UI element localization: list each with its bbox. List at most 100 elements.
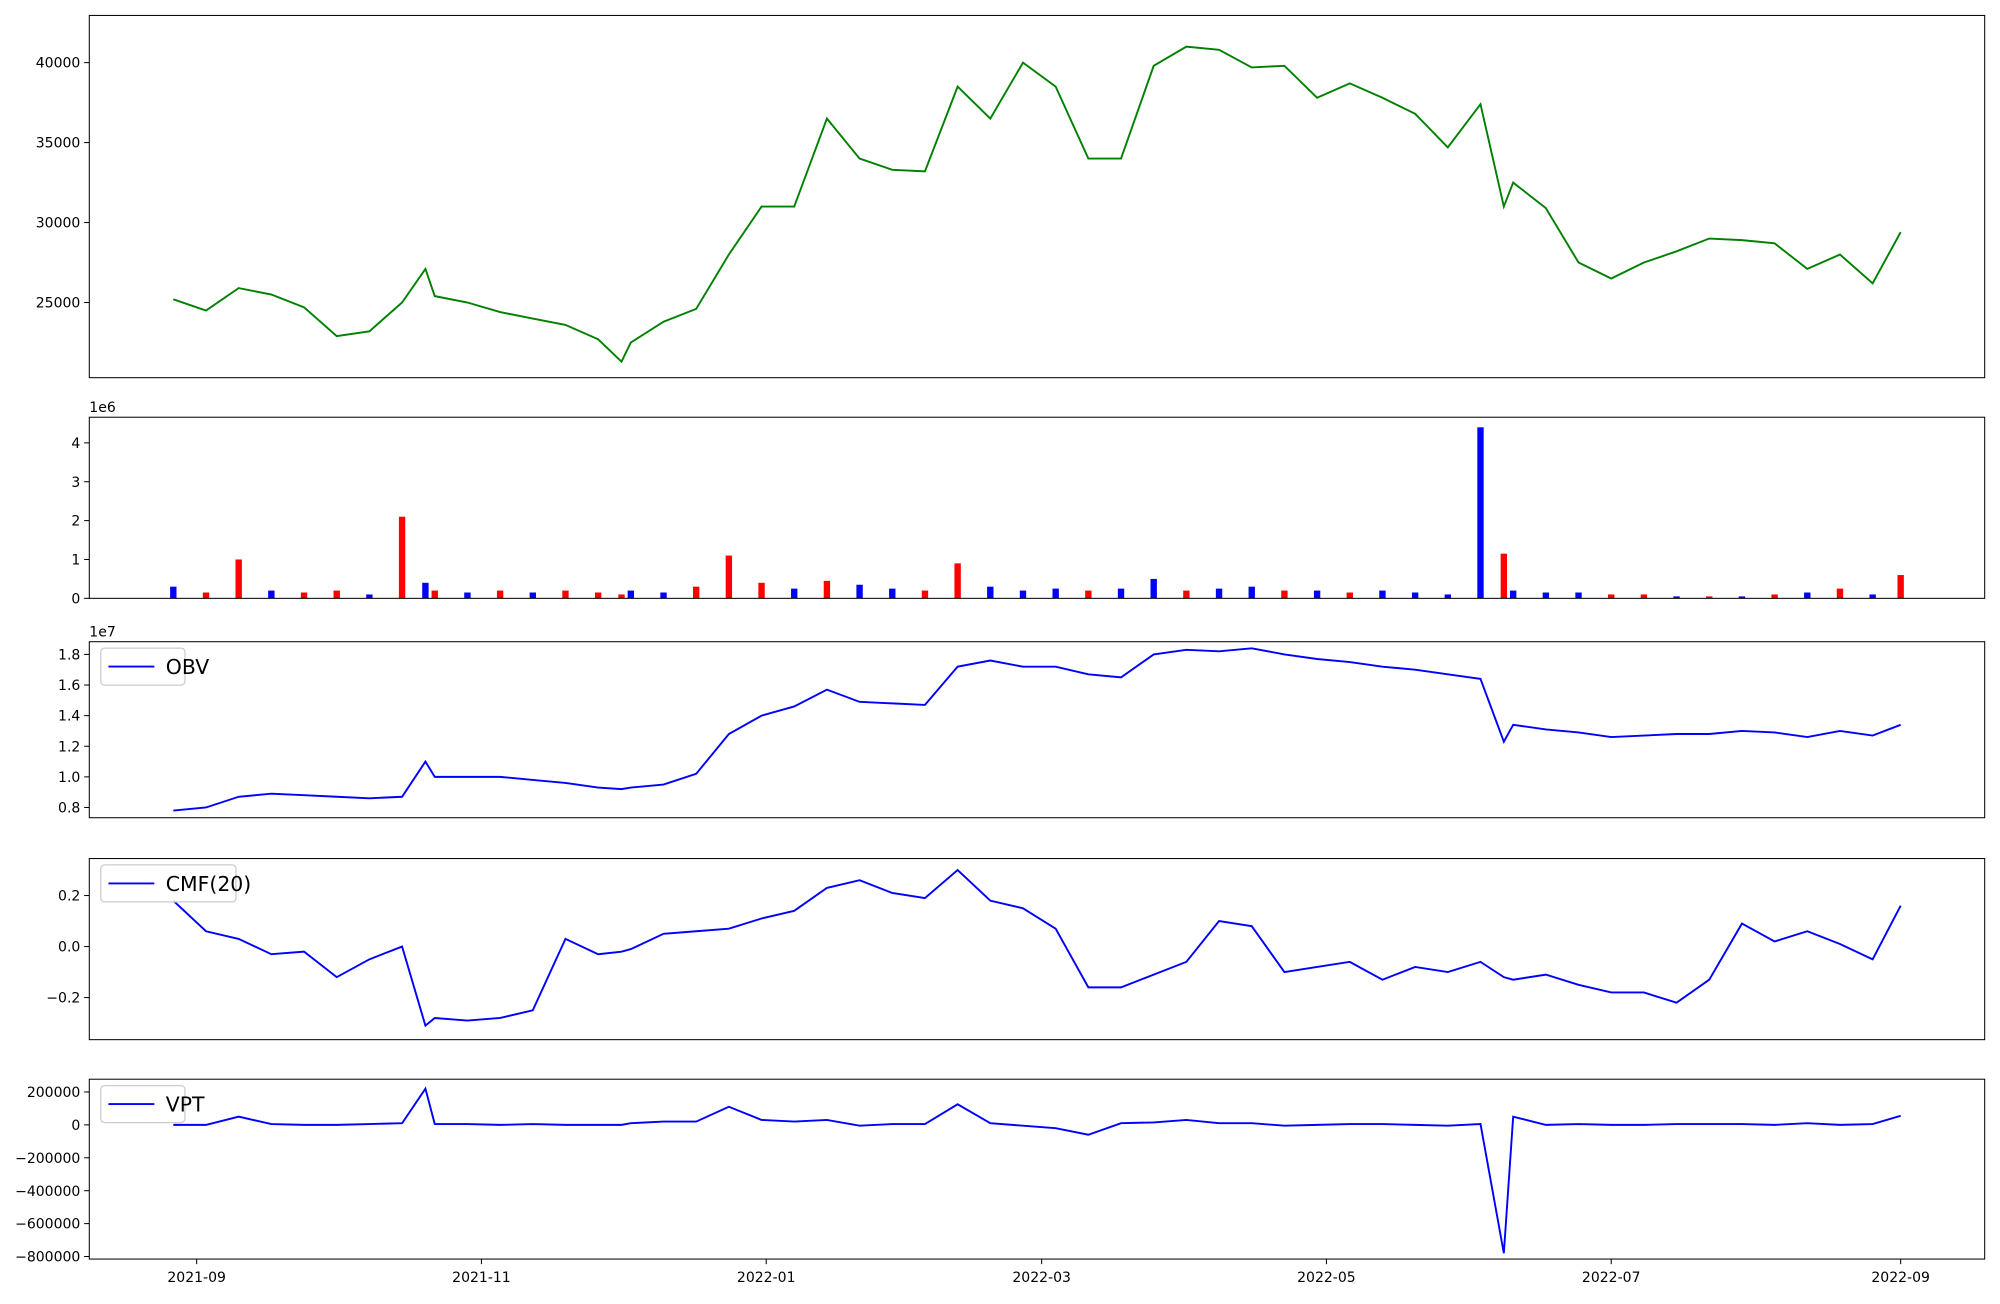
bar bbox=[1477, 427, 1484, 599]
bar bbox=[594, 592, 602, 599]
y-tick-label: 1.4 bbox=[58, 709, 80, 725]
x-tick-label: 2022-01 bbox=[737, 1270, 796, 1286]
bar bbox=[1313, 590, 1321, 599]
y-tick-label: −800000 bbox=[15, 1250, 80, 1266]
bar bbox=[1771, 594, 1778, 599]
legend-label: VPT bbox=[166, 1093, 205, 1117]
bar bbox=[791, 588, 798, 599]
bar bbox=[1281, 590, 1288, 599]
line-series bbox=[173, 1086, 1901, 1254]
y-tick-label: −200000 bbox=[15, 1151, 80, 1167]
bar bbox=[1215, 588, 1223, 599]
y-tick-label: 200000 bbox=[27, 1085, 81, 1101]
y-tick-label: −400000 bbox=[15, 1184, 80, 1200]
bar bbox=[987, 586, 994, 599]
legend-label: CMF(20) bbox=[166, 872, 251, 896]
bar bbox=[235, 559, 242, 599]
bar bbox=[1608, 594, 1615, 599]
bar bbox=[431, 590, 438, 599]
bar bbox=[1738, 596, 1746, 599]
bar bbox=[823, 580, 831, 599]
bar bbox=[1640, 594, 1648, 599]
y-tick-label: 4 bbox=[71, 436, 80, 452]
bar bbox=[1248, 586, 1255, 599]
bar bbox=[1804, 592, 1811, 599]
bar bbox=[1183, 590, 1190, 599]
bar bbox=[693, 586, 700, 599]
bar bbox=[170, 586, 177, 599]
bar bbox=[1706, 596, 1713, 599]
y-tick-label: 1.2 bbox=[58, 739, 80, 755]
y-tick-label: 2 bbox=[71, 514, 80, 530]
bar bbox=[1897, 575, 1904, 599]
bar bbox=[1673, 596, 1680, 599]
bar bbox=[1575, 592, 1582, 599]
bar bbox=[627, 590, 635, 599]
bar bbox=[1869, 594, 1876, 599]
y-tick-label: 25000 bbox=[36, 296, 81, 312]
x-tick-label: 2021-09 bbox=[167, 1270, 226, 1286]
bar bbox=[1836, 588, 1844, 599]
bar bbox=[496, 590, 504, 599]
y-tick-label: 1.6 bbox=[58, 678, 80, 694]
bar bbox=[954, 563, 961, 599]
bar bbox=[758, 582, 765, 599]
bar bbox=[889, 588, 896, 599]
x-tick-label: 2021-11 bbox=[452, 1270, 511, 1286]
plot-frame bbox=[88, 14, 1986, 379]
axis-offset-label: 1e6 bbox=[89, 400, 116, 416]
line-series bbox=[173, 45, 1902, 364]
x-tick-label: 2022-03 bbox=[1012, 1270, 1071, 1286]
bar bbox=[366, 594, 373, 599]
bar bbox=[921, 590, 929, 599]
y-tick-label: 0.2 bbox=[58, 889, 80, 905]
bar bbox=[1379, 590, 1386, 599]
bar bbox=[725, 555, 733, 599]
x-tick-label: 2022-09 bbox=[1871, 1270, 1930, 1286]
bar bbox=[333, 590, 340, 599]
bar bbox=[1085, 590, 1092, 599]
plot-frame bbox=[88, 1078, 1986, 1260]
line-series bbox=[173, 647, 1902, 812]
y-tick-label: 0 bbox=[71, 591, 80, 607]
y-tick-label: 0 bbox=[71, 1118, 80, 1134]
y-tick-label: 0.8 bbox=[58, 801, 80, 817]
plot-frame bbox=[88, 416, 1986, 599]
bar bbox=[1052, 588, 1059, 599]
bar bbox=[1500, 553, 1508, 599]
bar bbox=[660, 592, 667, 599]
y-tick-label: 35000 bbox=[36, 136, 81, 152]
legend-label: OBV bbox=[166, 655, 209, 679]
bar bbox=[1509, 590, 1517, 599]
bar bbox=[1117, 588, 1125, 599]
y-tick-label: 30000 bbox=[36, 216, 81, 232]
y-tick-label: 1 bbox=[71, 553, 80, 569]
bar bbox=[1411, 592, 1419, 599]
plot-frame bbox=[88, 858, 1986, 1041]
x-tick-label: 2022-05 bbox=[1297, 1270, 1356, 1286]
axis-offset-label: 1e7 bbox=[89, 625, 115, 641]
bar bbox=[268, 590, 275, 599]
bar bbox=[464, 592, 471, 599]
bar bbox=[1019, 590, 1027, 599]
y-tick-label: −0.2 bbox=[46, 991, 80, 1007]
bar bbox=[202, 592, 210, 599]
plot-frame bbox=[88, 641, 1986, 819]
y-tick-label: 1.0 bbox=[58, 770, 80, 786]
bar bbox=[1542, 592, 1550, 599]
bar bbox=[1444, 594, 1452, 599]
bar bbox=[1150, 578, 1157, 599]
bar bbox=[856, 584, 863, 599]
y-tick-label: −600000 bbox=[15, 1217, 80, 1233]
legend-box bbox=[100, 864, 237, 903]
bar bbox=[618, 594, 625, 599]
bar bbox=[529, 592, 536, 599]
bar bbox=[300, 592, 308, 599]
bar bbox=[1346, 592, 1353, 599]
bar bbox=[422, 582, 429, 599]
bar bbox=[562, 590, 569, 599]
bar bbox=[398, 516, 406, 599]
y-tick-label: 1.8 bbox=[58, 648, 80, 664]
